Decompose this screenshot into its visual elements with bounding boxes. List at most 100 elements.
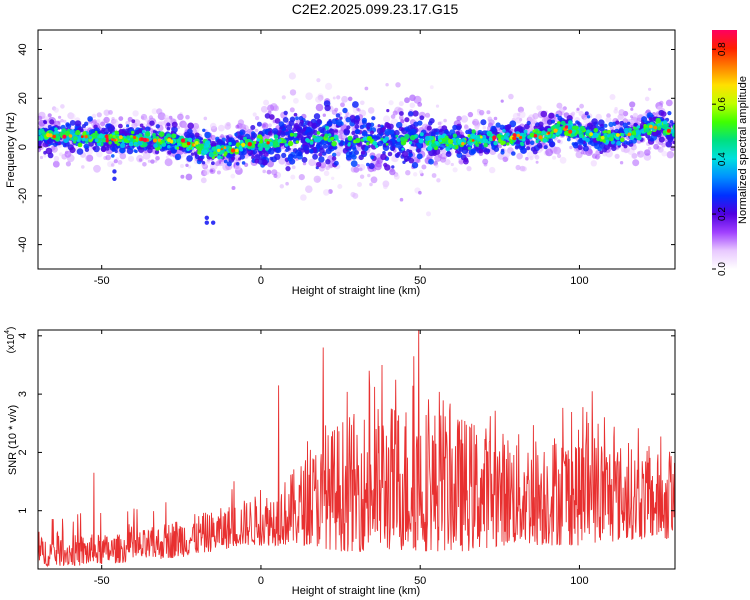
spectrogram-cell (171, 133, 177, 139)
spectrogram-cell (251, 132, 257, 139)
spectrogram-cell (377, 124, 381, 128)
spectrogram-cell (339, 116, 343, 120)
spectrogram-cell (572, 125, 578, 130)
spectrogram-cell (234, 164, 242, 171)
spectrogram-cell (81, 165, 85, 169)
spectrogram-cell (187, 137, 193, 143)
spectrogram-cell (602, 139, 606, 143)
spectrogram-cell (43, 154, 47, 158)
spectrogram-cell (176, 146, 180, 150)
spectrogram-cell (472, 139, 475, 142)
spectrogram-cell (636, 125, 641, 129)
spectrogram-cell (210, 122, 217, 130)
spectrogram-cell (147, 147, 153, 154)
spectrogram-cell (254, 115, 260, 121)
spectrogram-cell (487, 132, 492, 137)
spectrogram-cell (325, 82, 333, 90)
spectrogram-cell (526, 151, 534, 159)
spectrogram-cell (380, 153, 387, 161)
spectrogram-cell (483, 142, 489, 148)
spectrogram-cell (478, 148, 484, 154)
spectrogram-cell (402, 160, 406, 164)
spectrogram-cell (154, 159, 158, 163)
spectrogram-cell (308, 158, 316, 167)
spectrogram-cell (619, 161, 624, 165)
spectrogram-cell (60, 141, 65, 145)
spectrogram-cell (96, 112, 102, 118)
spectrogram-cell (126, 135, 130, 139)
spectrogram-cell (152, 138, 158, 143)
chart-title: C2E2.2025.099.23.17.G15 (292, 1, 459, 17)
spectrogram-cell (409, 102, 416, 109)
spectrogram-cell (92, 119, 97, 124)
spectrogram-cell (362, 137, 367, 141)
spectrogram-cell (598, 132, 601, 136)
spectrogram-cell (218, 124, 225, 132)
spectrogram-cell (550, 131, 554, 135)
spectrogram-cell (257, 158, 264, 165)
spectrogram-cell (254, 128, 259, 133)
spectrogram-cell (125, 120, 131, 126)
spectrogram-cell (247, 138, 252, 143)
spectrogram-cell (448, 138, 454, 145)
spectrogram-cell (444, 159, 451, 166)
spectrogram-cell (637, 151, 641, 155)
spectrogram-cell (323, 189, 330, 196)
spectrogram-cell (142, 162, 147, 167)
spectrogram-cell (609, 125, 614, 131)
spectrogram-cell (511, 151, 516, 156)
spectrogram-cell (417, 143, 422, 149)
spectrogram-cell (443, 118, 447, 123)
spectrogram-cell (366, 135, 373, 142)
spectrogram-cell (499, 124, 505, 130)
spectrogram-cell (203, 145, 207, 149)
spectrogram-cell (479, 135, 483, 139)
spectrogram-cell (48, 133, 53, 138)
spectrogram-cell (515, 117, 522, 124)
spectrogram-cell (364, 86, 369, 91)
spectrogram-cell (64, 130, 71, 137)
spectrogram-cell (287, 140, 294, 147)
spectrogram-cell (295, 140, 299, 144)
spectrogram-cell (630, 115, 634, 119)
spectrogram-cell (110, 163, 115, 167)
spectrogram-cell (603, 130, 608, 134)
spectrogram-cell (492, 135, 497, 140)
spectrogram-cell (282, 117, 289, 123)
spectrogram-cell (254, 154, 261, 161)
spectrogram-cell (109, 134, 113, 137)
spectrogram-cell (80, 128, 84, 133)
spectrogram-cell (334, 107, 339, 112)
spectrogram-cell (217, 139, 222, 145)
spectrogram-cell (526, 146, 531, 151)
spectrogram-cell (142, 137, 148, 143)
spectrogram-cell (180, 174, 185, 179)
spectrogram-cell (320, 129, 325, 134)
spectrogram-cell (192, 122, 200, 130)
spectrogram-cell (523, 129, 528, 134)
spectrogram-cell (385, 122, 391, 129)
spectrogram-cell (514, 145, 519, 150)
spectrogram-cell (586, 126, 590, 130)
spectrogram-cell (203, 116, 208, 121)
spectrogram-cell (58, 115, 62, 119)
spectrogram-cell (105, 154, 111, 161)
spectrogram-cell (112, 176, 117, 181)
spectrogram-cell (424, 140, 429, 144)
spectrogram-cell (649, 124, 653, 129)
spectrogram-cell (536, 105, 542, 111)
spectrogram-cell (39, 128, 45, 134)
spectrogram-cell (145, 132, 150, 137)
spectrogram-cell (318, 147, 325, 154)
spectrogram-cell (460, 115, 469, 123)
spectrogram-cell (75, 129, 81, 136)
spectrogram-cell (498, 138, 502, 143)
spectrogram-cell (287, 156, 293, 162)
spectrogram-cell (648, 116, 653, 121)
spectrogram-cell (395, 82, 401, 88)
spectrogram-cell (525, 156, 529, 161)
spectrogram-cell (613, 109, 618, 114)
spectrogram-cell (351, 154, 357, 160)
spectrogram-cell (343, 128, 351, 135)
spectrogram-cell (409, 124, 416, 130)
